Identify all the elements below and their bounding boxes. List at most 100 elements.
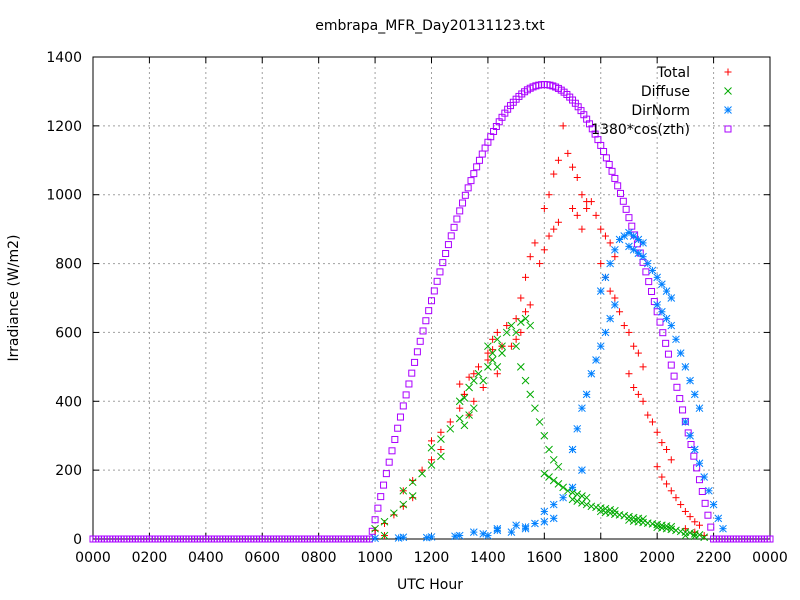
x-tick-label: 2200	[696, 550, 732, 566]
data-point	[399, 533, 408, 542]
data-point	[601, 328, 610, 337]
data-point	[390, 511, 398, 519]
data-point	[470, 370, 478, 378]
data-point	[535, 418, 544, 426]
data-point	[446, 424, 455, 433]
data-point	[573, 497, 582, 505]
data-point	[467, 177, 475, 185]
data-point	[662, 314, 671, 323]
data-point	[493, 363, 502, 371]
x-tick-label: 0000	[75, 550, 111, 566]
x-tick-label: 0600	[244, 550, 280, 566]
x-tick-label: 2000	[639, 550, 675, 566]
data-point	[628, 222, 636, 230]
series-diffuse	[371, 314, 709, 542]
y-tick-label: 0	[73, 532, 82, 548]
data-point	[619, 197, 627, 205]
data-point	[465, 373, 473, 381]
data-point	[690, 532, 699, 541]
data-point	[709, 500, 718, 509]
data-point	[596, 507, 605, 516]
data-point	[639, 258, 647, 266]
data-point	[550, 225, 558, 233]
data-point	[608, 167, 616, 175]
data-point	[630, 384, 638, 392]
data-point	[568, 483, 577, 492]
data-point	[554, 462, 563, 471]
data-point	[605, 160, 613, 168]
data-point	[643, 259, 652, 268]
data-point	[540, 204, 548, 212]
data-point	[465, 411, 473, 419]
data-point	[382, 470, 390, 478]
data-point	[453, 215, 461, 223]
y-tick-label: 400	[55, 394, 82, 410]
data-point	[667, 361, 675, 369]
data-point	[663, 445, 671, 453]
data-point	[611, 301, 619, 309]
data-point	[667, 321, 676, 330]
data-point	[658, 473, 666, 481]
data-point	[695, 459, 704, 468]
data-point	[677, 501, 685, 509]
data-point	[645, 278, 653, 286]
data-point	[540, 431, 549, 440]
data-point	[430, 287, 438, 295]
data-point	[582, 390, 591, 399]
data-point	[427, 443, 436, 452]
data-point	[573, 424, 582, 433]
data-point	[559, 483, 567, 492]
data-point	[512, 342, 520, 351]
data-point	[408, 369, 416, 377]
data-point	[540, 517, 549, 526]
data-point	[639, 252, 647, 261]
data-point	[719, 524, 727, 533]
data-point	[700, 533, 709, 542]
data-point	[408, 478, 417, 487]
data-point	[405, 380, 413, 388]
data-point	[629, 232, 638, 240]
data-point	[484, 363, 492, 371]
data-point	[399, 402, 407, 410]
data-point	[427, 533, 436, 541]
data-point	[479, 376, 488, 385]
data-point	[399, 502, 407, 510]
data-point	[394, 424, 402, 432]
data-point	[701, 499, 709, 507]
data-point	[578, 225, 586, 233]
data-point	[455, 531, 464, 540]
data-point	[371, 516, 379, 524]
data-point	[522, 308, 530, 316]
data-point	[374, 504, 382, 512]
data-point	[526, 253, 534, 261]
data-point	[700, 473, 709, 481]
data-point	[531, 404, 539, 413]
data-point	[639, 363, 647, 371]
data-point	[686, 431, 694, 440]
data-point	[459, 199, 467, 207]
data-point	[402, 391, 410, 399]
x-tick-label: 0000	[752, 550, 788, 566]
data-point	[460, 421, 469, 430]
data-point	[549, 455, 558, 464]
data-point	[526, 390, 535, 399]
data-point	[592, 211, 600, 219]
data-point	[391, 435, 399, 443]
x-tick-label: 0800	[301, 550, 337, 566]
data-point	[578, 498, 586, 507]
data-point	[554, 156, 562, 164]
data-point	[512, 315, 520, 323]
data-point	[413, 348, 421, 356]
data-point	[371, 524, 379, 533]
data-point	[489, 346, 497, 354]
data-point	[620, 232, 629, 240]
data-point	[614, 182, 622, 190]
data-point	[653, 301, 662, 309]
data-point	[428, 437, 435, 445]
x-tick-label: 1600	[527, 550, 563, 566]
data-point	[484, 342, 492, 351]
data-point	[686, 376, 694, 385]
data-point	[380, 517, 389, 526]
data-point	[439, 259, 447, 267]
